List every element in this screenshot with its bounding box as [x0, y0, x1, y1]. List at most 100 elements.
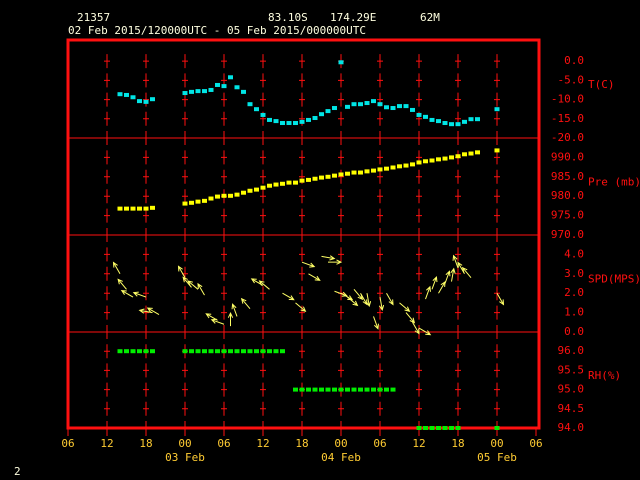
grid-cross — [260, 169, 266, 184]
grid-cross — [338, 131, 344, 145]
grid-cross — [104, 286, 110, 301]
grid-cross — [377, 73, 383, 88]
wind-arrow — [386, 292, 394, 306]
data-point — [351, 102, 357, 107]
data-point — [449, 155, 454, 160]
data-point — [345, 171, 350, 176]
grid-cross — [104, 344, 110, 359]
data-point — [273, 349, 279, 354]
grid-cross — [104, 363, 110, 378]
grid-cross — [221, 208, 227, 223]
data-point — [299, 178, 305, 183]
data-point — [260, 112, 266, 117]
grid-cross — [455, 363, 461, 378]
data-point — [299, 119, 305, 124]
data-point — [410, 162, 415, 167]
grid-cross — [338, 73, 344, 88]
data-point — [267, 349, 272, 354]
date-label: 05 Feb — [477, 451, 517, 464]
grid-cross — [416, 266, 422, 281]
data-point — [475, 117, 480, 122]
data-point — [273, 119, 279, 124]
grid-cross — [260, 54, 266, 69]
data-point — [150, 205, 155, 210]
grid-cross — [221, 305, 227, 320]
x-tick-label: 12 — [256, 437, 269, 450]
grid-cross — [104, 92, 110, 107]
data-point — [280, 349, 285, 354]
data-point — [299, 387, 305, 392]
grid-cross — [221, 421, 227, 435]
grid-cross — [143, 382, 149, 397]
wind-arrow — [177, 265, 186, 278]
grid-cross — [494, 189, 500, 204]
grid-cross — [416, 363, 422, 378]
grid-cross — [338, 189, 344, 204]
data-point — [462, 152, 467, 157]
data-point — [208, 196, 214, 201]
grid-cross — [104, 73, 110, 88]
grid-cross — [221, 363, 227, 378]
grid-cross — [260, 266, 266, 281]
grid-cross — [416, 73, 422, 88]
wind-arrow — [412, 322, 420, 335]
wind-arrow — [452, 254, 459, 269]
grid-cross — [416, 189, 422, 204]
data-point — [124, 206, 129, 211]
grid-cross — [104, 208, 110, 223]
grid-cross — [260, 421, 266, 435]
grid-cross — [104, 189, 110, 204]
wind-arrow — [399, 302, 411, 312]
grid-cross — [143, 325, 149, 339]
grid-cross — [260, 92, 266, 107]
grid-cross — [260, 247, 266, 262]
data-point — [449, 426, 454, 430]
grid-cross — [143, 228, 149, 242]
grid-cross — [416, 247, 422, 262]
data-point — [332, 106, 337, 111]
wind-arrow — [378, 296, 385, 312]
grid-cross — [494, 401, 500, 416]
grid-cross — [455, 228, 461, 242]
grid-cross — [455, 286, 461, 301]
elevation: 62M — [420, 11, 440, 24]
data-point — [273, 182, 279, 187]
data-point — [338, 387, 344, 392]
grid-cross — [338, 208, 344, 223]
grid-cross — [143, 401, 149, 416]
grid-cross — [338, 266, 344, 281]
grid-cross — [182, 189, 188, 204]
grid-cross — [416, 228, 422, 242]
data-point — [377, 387, 383, 392]
data-point — [494, 426, 500, 430]
data-point — [143, 206, 149, 211]
grid-cross — [338, 325, 344, 339]
grid-cross — [260, 363, 266, 378]
grid-cross — [494, 247, 500, 262]
longitude: 174.29E — [330, 11, 376, 24]
grid-cross — [299, 54, 305, 69]
grid-cross — [338, 169, 344, 184]
y-tick-label: 94.0 — [558, 421, 585, 434]
wind-arrow — [295, 302, 307, 312]
data-point — [455, 122, 461, 127]
grid-cross — [455, 92, 461, 107]
y-tick-label: 95.0 — [558, 383, 585, 396]
data-point — [384, 387, 389, 392]
data-point — [241, 89, 246, 94]
data-point — [247, 188, 253, 193]
data-point — [403, 163, 409, 168]
grid-cross — [221, 150, 227, 165]
grid-cross — [182, 401, 188, 416]
grid-cross — [416, 54, 422, 69]
x-tick-label: 18 — [139, 437, 152, 450]
grid-cross — [455, 382, 461, 397]
data-point — [429, 426, 435, 430]
grid-cross — [299, 421, 305, 435]
grid-cross — [182, 421, 188, 435]
data-point — [267, 117, 272, 122]
grid-cross — [377, 189, 383, 204]
grid-cross — [104, 247, 110, 262]
grid-cross — [377, 363, 383, 378]
